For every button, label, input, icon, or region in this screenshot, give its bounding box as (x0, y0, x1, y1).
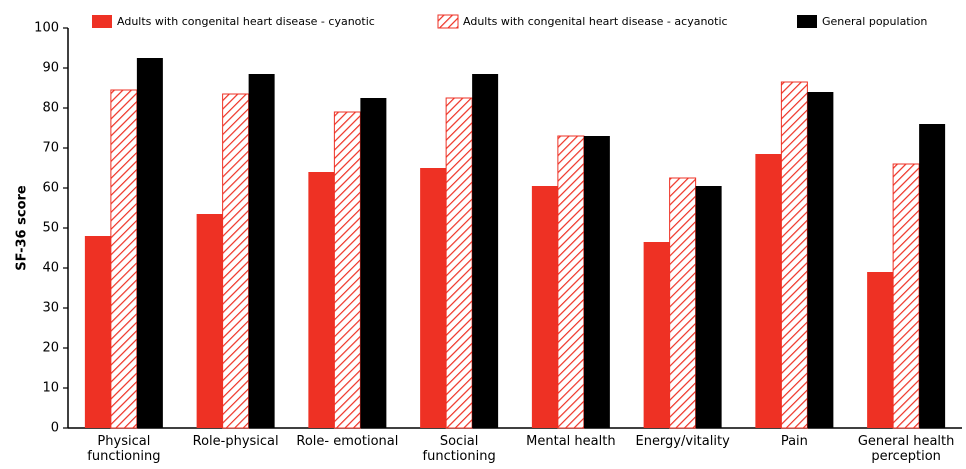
bar (248, 74, 275, 428)
x-tick-label: Pain (780, 434, 808, 449)
y-tick-label: 30 (42, 301, 59, 316)
y-tick-label: 80 (42, 101, 59, 116)
bar (110, 89, 138, 429)
bar (557, 135, 585, 429)
legend-label: General population (822, 15, 927, 28)
bar (420, 168, 447, 428)
bar (308, 172, 335, 428)
x-tick-label: Energy/vitality (635, 434, 730, 449)
x-tick-label: Role-physical (192, 434, 279, 449)
bar (583, 136, 610, 428)
bar (136, 58, 163, 428)
bar (643, 242, 670, 428)
bar (360, 98, 387, 428)
bar (919, 124, 946, 428)
y-tick-label: 60 (42, 181, 59, 196)
bar (222, 93, 250, 429)
legend-swatch (797, 15, 817, 28)
bar (445, 97, 473, 429)
x-tick-label: General health perception (857, 434, 955, 464)
bar (892, 163, 920, 429)
y-axis-label: SF-36 score (15, 185, 30, 271)
legend-label: Adults with congenital heart disease - c… (117, 15, 375, 28)
y-tick-label: 20 (42, 341, 59, 356)
y-tick-label: 40 (42, 261, 59, 276)
x-tick-label: Mental health (526, 434, 616, 449)
y-tick-label: 100 (34, 21, 59, 36)
y-tick-label: 50 (42, 221, 59, 236)
bar (755, 154, 782, 428)
bar (333, 111, 361, 429)
y-tick-label: 10 (42, 381, 59, 396)
bar (867, 272, 894, 428)
x-tick-label: Role- emotional (296, 434, 399, 449)
legend-swatch (92, 15, 112, 28)
bar (780, 81, 808, 429)
x-tick-label: Physical functioning (87, 434, 161, 464)
bar (669, 177, 697, 429)
bar (695, 186, 722, 428)
legend-swatch (437, 14, 459, 29)
x-tick-label: Social functioning (422, 434, 496, 464)
bar (807, 92, 834, 428)
bar (84, 236, 111, 428)
bar (196, 214, 223, 428)
legend-label: Adults with congenital heart disease - a… (463, 15, 728, 28)
y-tick-label: 90 (42, 61, 59, 76)
bar (531, 186, 558, 428)
y-tick-label: 70 (42, 141, 59, 156)
bar (472, 74, 499, 428)
y-tick-label: 0 (51, 421, 59, 436)
